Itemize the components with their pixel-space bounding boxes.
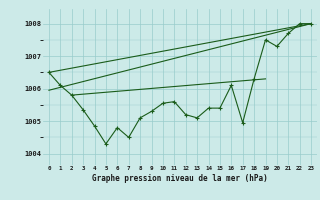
X-axis label: Graphe pression niveau de la mer (hPa): Graphe pression niveau de la mer (hPa) (92, 174, 268, 183)
